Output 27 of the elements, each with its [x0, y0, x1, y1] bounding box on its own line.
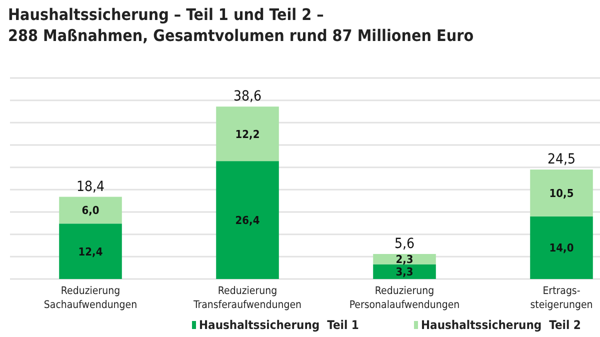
- total-label: 5,6: [394, 236, 415, 252]
- bar: [59, 196, 122, 224]
- data-label: 14,0: [549, 242, 574, 255]
- data-label: 12,4: [78, 245, 103, 258]
- x-tick-label: Reduzierung Sachaufwendungen: [44, 285, 138, 311]
- x-tick-label: Reduzierung Transferaufwendungen: [192, 285, 302, 311]
- chart-title: Haushaltssicherung – Teil 1 und Teil 2 – 288 Maßnahmen, Gesamtvolumen rund 87 Millionen Euro: [8, 5, 474, 45]
- bar: [530, 170, 593, 216]
- bar: [373, 254, 436, 264]
- data-label: 26,4: [235, 214, 260, 228]
- bar: [530, 216, 593, 279]
- data-label: 10,5: [549, 187, 574, 200]
- bar: [216, 161, 279, 279]
- x-tick-label: Ertrags- steigerungen: [530, 285, 593, 311]
- total-label: 38,6: [233, 88, 262, 105]
- legend-label: Haushaltssicherung Teil 2: [421, 318, 581, 332]
- data-label: 12,2: [235, 128, 260, 141]
- legend-label: Haushaltssicherung Teil 1: [199, 318, 359, 332]
- bar: [216, 106, 279, 162]
- total-label: 18,4: [76, 178, 105, 195]
- data-label: 6,0: [82, 204, 100, 218]
- x-tick-label: Reduzierung Personalaufwendungen: [349, 285, 460, 311]
- bar: [373, 264, 436, 279]
- data-label: 2,3: [396, 253, 414, 266]
- bar: [59, 224, 122, 279]
- data-label: 3,3: [396, 266, 414, 279]
- total-label: 24,5: [547, 152, 576, 168]
